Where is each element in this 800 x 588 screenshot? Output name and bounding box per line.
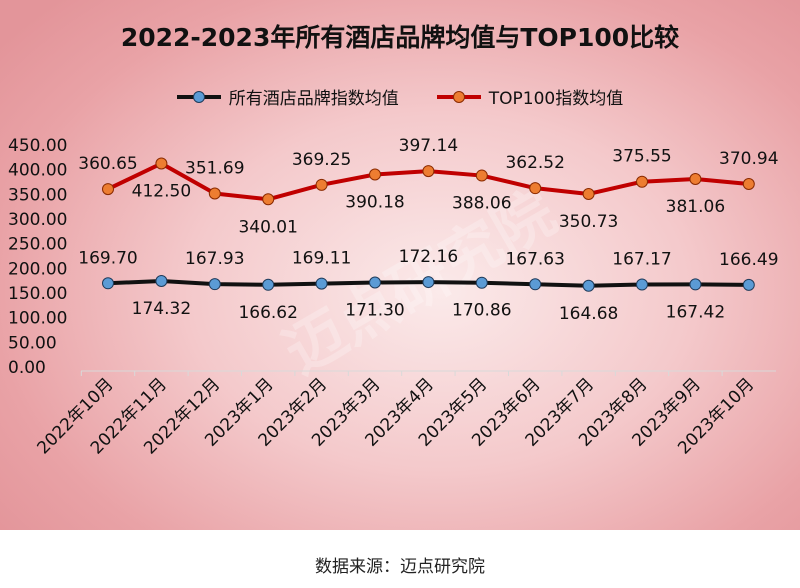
data-label: 164.68 <box>559 304 618 324</box>
data-label: 167.93 <box>185 249 244 269</box>
data-point <box>315 178 328 191</box>
data-point <box>155 157 168 170</box>
y-tick-label: 0.00 <box>8 358 46 378</box>
data-point <box>475 276 488 289</box>
y-tick-label: 350.00 <box>8 185 67 205</box>
data-point <box>422 276 435 289</box>
data-label: 390.18 <box>345 193 404 213</box>
data-label: 375.55 <box>612 147 671 167</box>
data-label: 350.73 <box>559 212 618 232</box>
data-label: 174.32 <box>132 299 191 319</box>
data-point <box>529 182 542 195</box>
plot-area: 迈点研究院0.0050.00100.00150.00200.00250.0030… <box>8 136 779 458</box>
data-label: 167.42 <box>666 302 725 322</box>
legend-marker-top100 <box>436 90 481 103</box>
y-tick-label: 100.00 <box>8 309 67 329</box>
data-label: 170.86 <box>452 301 511 321</box>
data-label: 171.30 <box>345 300 404 320</box>
data-label: 362.52 <box>505 153 564 173</box>
data-point <box>529 278 542 291</box>
data-label: 397.14 <box>399 136 458 156</box>
data-point <box>636 175 648 188</box>
legend-item-top100: TOP100指数均值 <box>436 84 624 109</box>
series-top100: 360.65 412.50 351.69 340.01 369.25 390.18 397.… <box>78 136 778 237</box>
data-point <box>208 278 221 291</box>
data-label: 172.16 <box>399 247 458 267</box>
data-point <box>369 168 381 181</box>
data-label: 351.69 <box>185 158 244 178</box>
legend-item-all-hotels: 所有酒店品牌指数均值 <box>176 84 399 109</box>
y-tick-label: 250.00 <box>8 235 67 255</box>
data-point <box>582 279 595 292</box>
data-point <box>742 178 755 191</box>
data-label: 166.62 <box>238 303 297 323</box>
data-point <box>102 183 114 196</box>
data-point <box>155 275 168 288</box>
y-tick-label: 300.00 <box>8 210 67 230</box>
data-label: 167.17 <box>612 250 671 270</box>
data-source: 数据来源：迈点研究院 <box>315 557 485 577</box>
data-point <box>475 169 488 182</box>
data-point <box>369 276 381 289</box>
data-label: 169.11 <box>292 249 351 269</box>
data-label: 381.06 <box>666 197 725 217</box>
data-label: 340.01 <box>238 217 297 237</box>
y-tick-label: 150.00 <box>8 284 67 304</box>
y-tick-label: 450.00 <box>8 136 67 156</box>
data-point <box>102 277 114 290</box>
series-all-hotels: 169.70 174.32 167.93 166.62 169.11 171.30 172.… <box>78 247 778 324</box>
legend-marker-all-hotels <box>176 90 221 103</box>
data-label: 412.50 <box>132 182 191 202</box>
data-label: 370.94 <box>719 149 778 169</box>
data-label: 369.25 <box>292 150 351 170</box>
legend-label-top100: TOP100指数均值 <box>488 89 624 109</box>
legend: 所有酒店品牌指数均值 TOP100指数均值 <box>0 84 800 109</box>
data-point <box>742 278 755 291</box>
data-point <box>582 187 595 200</box>
data-label: 360.65 <box>78 154 137 174</box>
data-point <box>422 165 435 178</box>
data-label: 167.63 <box>505 249 564 269</box>
legend-label-all-hotels: 所有酒店品牌指数均值 <box>228 89 399 109</box>
data-point <box>636 278 648 291</box>
data-point <box>262 193 275 206</box>
data-point <box>689 173 702 186</box>
y-tick-label: 50.00 <box>8 333 57 353</box>
chart-panel <box>0 0 800 530</box>
data-point <box>208 187 221 200</box>
y-tick-label: 200.00 <box>8 259 67 279</box>
data-label: 169.70 <box>78 248 137 268</box>
data-point <box>689 278 702 291</box>
y-tick-label: 400.00 <box>8 161 67 181</box>
data-point <box>315 277 328 290</box>
data-point <box>262 278 275 291</box>
data-label: 388.06 <box>452 194 511 214</box>
chart-title: 2022-2023年所有酒店品牌均值与TOP100比较 <box>120 23 680 52</box>
data-label: 166.49 <box>719 250 778 270</box>
